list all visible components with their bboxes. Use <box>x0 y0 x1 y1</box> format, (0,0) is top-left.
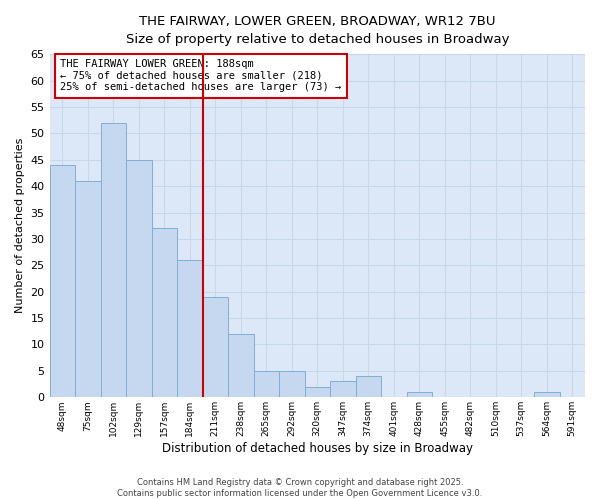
Bar <box>407 392 432 398</box>
Bar <box>126 160 152 398</box>
Bar <box>305 386 330 398</box>
Bar <box>203 297 228 398</box>
Bar <box>254 371 279 398</box>
Bar <box>177 260 203 398</box>
X-axis label: Distribution of detached houses by size in Broadway: Distribution of detached houses by size … <box>162 442 473 455</box>
Text: Contains HM Land Registry data © Crown copyright and database right 2025.
Contai: Contains HM Land Registry data © Crown c… <box>118 478 482 498</box>
Bar <box>279 371 305 398</box>
Bar <box>330 382 356 398</box>
Bar <box>152 228 177 398</box>
Y-axis label: Number of detached properties: Number of detached properties <box>15 138 25 314</box>
Title: THE FAIRWAY, LOWER GREEN, BROADWAY, WR12 7BU
Size of property relative to detach: THE FAIRWAY, LOWER GREEN, BROADWAY, WR12… <box>125 15 509 46</box>
Bar <box>534 392 560 398</box>
Bar <box>356 376 381 398</box>
Bar <box>50 165 75 398</box>
Bar <box>75 181 101 398</box>
Bar <box>228 334 254 398</box>
Bar <box>101 122 126 398</box>
Text: THE FAIRWAY LOWER GREEN: 188sqm
← 75% of detached houses are smaller (218)
25% o: THE FAIRWAY LOWER GREEN: 188sqm ← 75% of… <box>60 60 341 92</box>
